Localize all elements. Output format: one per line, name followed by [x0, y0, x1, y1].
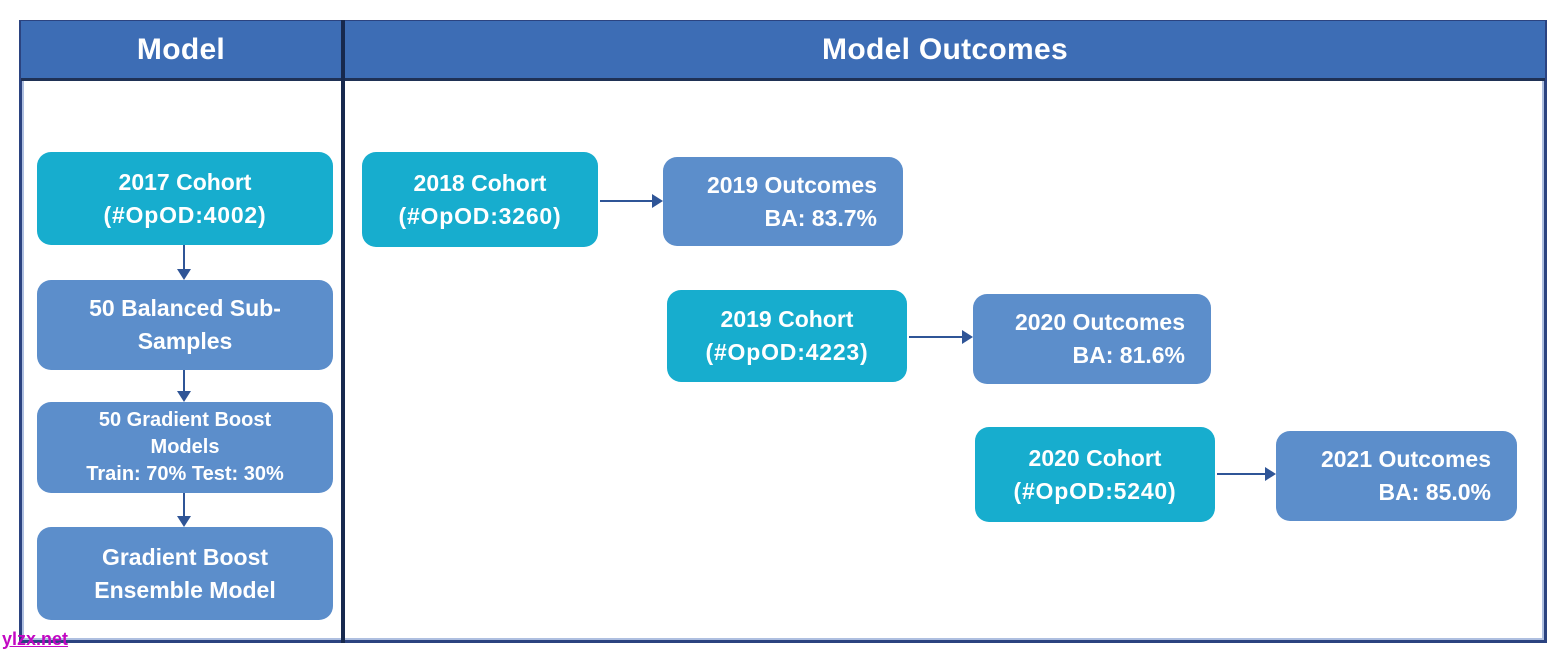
model-panel-title: Model	[136, 32, 226, 66]
model-panel-header: Model	[21, 21, 341, 81]
arrow-shaft	[1217, 473, 1265, 475]
box-line: 50 Gradient Boost	[98, 409, 272, 431]
arrow-head-icon	[652, 194, 663, 208]
box-line: (#OpOD:4002)	[103, 201, 267, 228]
box-line: 2018 Cohort	[413, 169, 547, 196]
box-line: 2019 Cohort	[720, 306, 854, 333]
model-gradient-boost-models-box: 50 Gradient Boost Models Train: 70% Test…	[37, 402, 333, 493]
box-line: (#OpOD:3260)	[398, 202, 562, 229]
box-line: (#OpOD:4223)	[705, 339, 869, 365]
outcomes-cohort-2019-box: 2019 Cohort (#OpOD:4223)	[667, 290, 907, 382]
outcomes-2021-box: 2021 Outcomes BA: 85.0%	[1276, 431, 1517, 521]
arrow-right-2019-to-2020	[909, 330, 973, 344]
watermark-link[interactable]: ylzx.net	[2, 629, 69, 649]
arrow-shaft	[600, 200, 652, 202]
box-line: 2020 Outcomes	[1014, 309, 1185, 336]
box-line: Train: 70% Test: 30%	[86, 463, 284, 485]
model-ensemble-box: Gradient Boost Ensemble Model	[37, 527, 333, 620]
arrow-head-icon	[177, 516, 191, 527]
box-line: (#OpOD:5240)	[1013, 477, 1177, 504]
box-line: Samples	[137, 328, 233, 354]
box-line: 50 Balanced Sub-	[89, 295, 281, 322]
outcomes-cohort-2020-box: 2020 Cohort (#OpOD:5240)	[975, 427, 1215, 522]
box-line: BA: 85.0%	[1378, 479, 1491, 505]
box-line: Gradient Boost	[101, 543, 269, 570]
box-line: Models	[150, 436, 220, 458]
box-line: 2020 Cohort	[1028, 444, 1162, 471]
box-line: 2021 Outcomes	[1320, 446, 1491, 473]
outcomes-cohort-2018-box: 2018 Cohort (#OpOD:3260)	[362, 152, 598, 247]
arrow-down-subsamples-to-models	[177, 370, 191, 402]
box-line: 2019 Outcomes	[706, 171, 877, 198]
model-cohort-2017-box: 2017 Cohort (#OpOD:4002)	[37, 152, 333, 245]
model-subsamples-box: 50 Balanced Sub- Samples	[37, 280, 333, 370]
arrow-right-2020-to-2021	[1217, 467, 1276, 481]
outcomes-panel-header: Model Outcomes	[345, 21, 1545, 81]
box-line: 2017 Cohort	[118, 168, 252, 195]
outcomes-2019-box: 2019 Outcomes BA: 83.7%	[663, 157, 903, 246]
arrow-down-models-to-ensemble	[177, 493, 191, 527]
arrow-right-2018-to-2019	[600, 194, 663, 208]
arrow-head-icon	[1265, 467, 1276, 481]
arrow-head-icon	[962, 330, 973, 344]
outcomes-panel-title: Model Outcomes	[822, 32, 1068, 66]
arrow-down-cohort-to-subsamples	[177, 245, 191, 280]
panel-divider	[341, 20, 345, 643]
outcomes-2020-box: 2020 Outcomes BA: 81.6%	[973, 294, 1211, 384]
arrow-shaft	[183, 493, 185, 516]
box-line: BA: 81.6%	[1072, 342, 1185, 368]
arrow-head-icon	[177, 269, 191, 280]
box-line: BA: 83.7%	[764, 204, 877, 231]
arrow-shaft	[183, 370, 185, 391]
arrow-shaft	[909, 336, 962, 338]
arrow-head-icon	[177, 391, 191, 402]
arrow-shaft	[183, 245, 185, 269]
box-line: Ensemble Model	[94, 576, 276, 603]
